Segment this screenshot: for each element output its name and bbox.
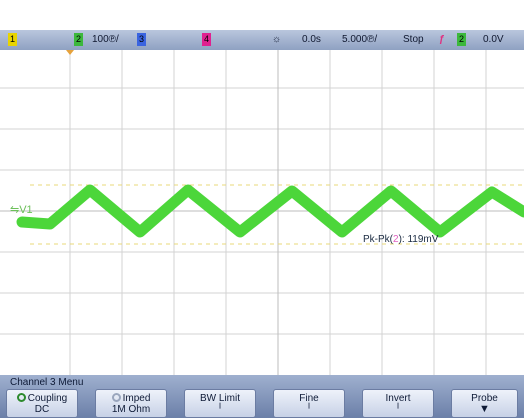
arrow-down-icon: ▼ [479,403,490,415]
waveform-display: ⇋V1 Pk-Pk(2): 119mV [0,50,524,375]
waveform-trace [16,184,524,238]
trigger-level: 0.0V [483,34,504,45]
timebase: 5.000℗/ [342,34,378,45]
pk-pk-measurement: Pk-Pk(2): 119mV [363,234,439,245]
probe-softkey[interactable]: Probe ▼ [451,389,518,418]
channel-3-indicator[interactable]: 3 [137,33,146,46]
measurement-channel: 2 [393,234,399,245]
menu-title: Channel 3 Menu [10,377,84,388]
channel-4-indicator[interactable]: 4 [202,33,211,46]
run-state[interactable]: Stop [403,34,424,45]
trigger-position-marker [66,50,74,55]
bw-limit-softkey[interactable]: BW Limit ╵ [184,389,256,418]
channel-2-scale: 100℗/ [92,34,119,45]
checkbox-indicator: ╵ [216,404,224,415]
impedance-softkey[interactable]: Imped 1M Ohm [95,389,167,418]
checkbox-indicator: ╵ [394,404,402,415]
trace-label: ⇋V1 [10,204,33,216]
graticule [0,50,524,375]
knob-icon [111,393,121,402]
sun-icon: ☼ [272,34,282,45]
trigger-icon: ƒ [439,34,445,45]
channel-2-indicator[interactable]: 2 [74,33,83,46]
time-delay: 0.0s [302,34,321,45]
checkbox-indicator: ╵ [305,404,313,415]
trigger-source: 2 [457,33,466,46]
invert-softkey[interactable]: Invert ╵ [362,389,434,418]
channel-1-indicator[interactable]: 1 [8,33,17,46]
status-bar: 1 2 100℗/ 3 4 ☼ 0.0s 5.000℗/ Stop ƒ 2 0.… [0,30,524,51]
channel-menu: Channel 3 Menu Coupling DC Imped 1M Ohm … [0,375,524,418]
knob-icon [16,393,26,402]
fine-softkey[interactable]: Fine ╵ [273,389,345,418]
coupling-softkey[interactable]: Coupling DC [6,389,78,418]
